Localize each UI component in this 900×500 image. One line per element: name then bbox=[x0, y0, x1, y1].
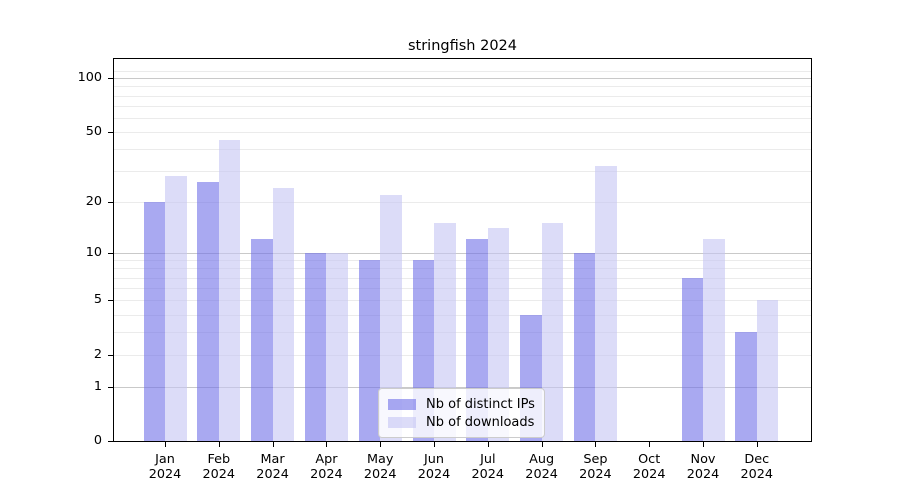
y-tick-label-10: 10 bbox=[85, 244, 102, 260]
y-tick-mark-1 bbox=[108, 386, 113, 388]
x-tick-label-jun: Jun 2024 bbox=[417, 452, 451, 482]
legend-item-distinct-ips: Nb of distinct IPs bbox=[388, 396, 535, 413]
legend-item-downloads: Nb of downloads bbox=[388, 414, 535, 431]
y-tick-label-100: 100 bbox=[77, 70, 102, 86]
x-tick-label-sep: Sep 2024 bbox=[579, 452, 612, 482]
x-tick-mark-feb bbox=[218, 442, 220, 447]
gridline-minor-6 bbox=[114, 288, 811, 289]
gridline-major-10 bbox=[114, 252, 811, 254]
y-tick-mark-100 bbox=[108, 78, 113, 80]
legend-label-distinct-ips: Nb of distinct IPs bbox=[426, 397, 535, 412]
y-tick-mark-10 bbox=[108, 252, 113, 254]
gridline-major-100 bbox=[114, 78, 811, 80]
x-tick-mark-mar bbox=[272, 442, 274, 447]
legend-swatch-distinct-ips bbox=[388, 399, 416, 410]
y-tick-label-5: 5 bbox=[93, 292, 102, 308]
bar-downloads-jun bbox=[434, 223, 456, 441]
gridline-minor-3 bbox=[114, 332, 811, 333]
x-tick-mark-apr bbox=[326, 442, 328, 447]
bar-distinct-ips-dec bbox=[735, 332, 757, 441]
bar-downloads-mar bbox=[272, 188, 295, 441]
bar-downloads-aug bbox=[541, 223, 564, 441]
legend-swatch-downloads bbox=[388, 417, 416, 428]
x-tick-mark-sep bbox=[595, 442, 597, 447]
y-tick-label-20: 20 bbox=[85, 193, 102, 209]
y-tick-label-0: 0 bbox=[93, 433, 102, 448]
x-tick-mark-jan bbox=[165, 442, 166, 447]
gridline-minor-5 bbox=[114, 300, 811, 302]
gridline-minor-90 bbox=[114, 86, 811, 88]
x-tick-mark-jun bbox=[434, 442, 435, 447]
gridline-minor-7 bbox=[114, 277, 811, 279]
gridline-minor-60 bbox=[114, 117, 811, 119]
bar-distinct-ips-jan bbox=[143, 201, 165, 441]
bar-distinct-ips-sep bbox=[573, 252, 596, 441]
y-tick-mark-20 bbox=[108, 201, 113, 203]
gridline-major-1 bbox=[114, 386, 811, 388]
x-tick-mark-may bbox=[380, 442, 382, 447]
gridline-minor-20 bbox=[114, 201, 811, 203]
gridline-minor-2 bbox=[114, 354, 811, 356]
bar-distinct-ips-feb bbox=[197, 181, 219, 441]
y-tick-label-1: 1 bbox=[93, 378, 102, 394]
gridline-minor-30 bbox=[114, 171, 811, 173]
x-tick-label-nov: Nov 2024 bbox=[686, 452, 720, 482]
x-tick-mark-nov bbox=[703, 442, 704, 447]
x-tick-label-mar: Mar 2024 bbox=[256, 452, 289, 482]
x-tick-mark-oct bbox=[649, 442, 651, 447]
gridline-minor-40 bbox=[114, 149, 811, 151]
bar-downloads-feb bbox=[218, 140, 241, 441]
y-tick-mark-0 bbox=[108, 441, 113, 442]
x-tick-label-aug: Aug 2024 bbox=[525, 452, 558, 482]
x-tick-label-dec: Dec 2024 bbox=[740, 452, 774, 482]
bar-distinct-ips-mar bbox=[251, 239, 273, 441]
y-tick-mark-2 bbox=[108, 354, 113, 356]
x-tick-mark-jul bbox=[487, 442, 489, 447]
y-tick-label-50: 50 bbox=[85, 123, 102, 139]
bar-downloads-dec bbox=[756, 300, 779, 441]
bar-downloads-jul bbox=[487, 228, 510, 441]
y-tick-mark-5 bbox=[108, 300, 113, 302]
x-tick-mark-aug bbox=[541, 442, 543, 447]
bar-distinct-ips-nov bbox=[681, 277, 703, 441]
gridline-minor-4 bbox=[114, 314, 811, 316]
x-tick-label-jan: Jan 2024 bbox=[148, 452, 182, 482]
x-tick-label-may: May 2024 bbox=[363, 452, 397, 482]
bar-downloads-nov bbox=[703, 239, 725, 441]
bar-downloads-sep bbox=[595, 166, 617, 441]
bar-distinct-ips-may bbox=[358, 260, 381, 441]
gridline-minor-110 bbox=[114, 70, 811, 72]
gridline-minor-9 bbox=[114, 260, 811, 261]
gridline-minor-70 bbox=[114, 105, 811, 107]
plot-area bbox=[113, 58, 812, 442]
legend-label-downloads: Nb of downloads bbox=[426, 415, 535, 430]
y-tick-label-2: 2 bbox=[93, 346, 102, 362]
gridline-minor-80 bbox=[114, 95, 811, 97]
bar-downloads-jan bbox=[165, 176, 187, 441]
bar-distinct-ips-apr bbox=[304, 252, 327, 441]
x-tick-label-jul: Jul 2024 bbox=[471, 452, 505, 482]
x-tick-label-feb: Feb 2024 bbox=[202, 452, 236, 482]
gridline-minor-50 bbox=[114, 131, 811, 133]
x-tick-label-oct: Oct 2024 bbox=[632, 452, 666, 482]
y-tick-mark-50 bbox=[108, 131, 113, 133]
x-tick-mark-dec bbox=[756, 442, 758, 447]
bar-downloads-apr bbox=[326, 252, 348, 441]
legend: Nb of distinct IPs Nb of downloads bbox=[378, 388, 545, 438]
chart-title: stringfish 2024 bbox=[407, 38, 517, 54]
bar-downloads-may bbox=[380, 194, 402, 441]
gridline-minor-8 bbox=[114, 268, 811, 270]
x-tick-label-apr: Apr 2024 bbox=[310, 452, 343, 482]
